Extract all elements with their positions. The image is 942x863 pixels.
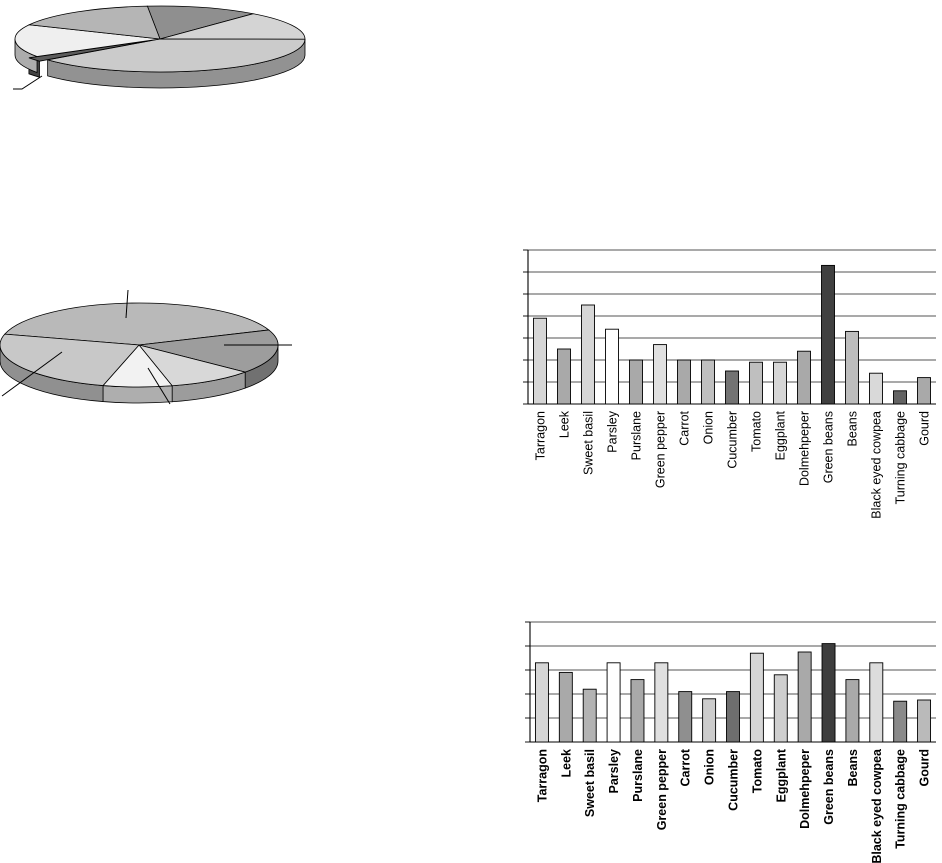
bar-tomato (749, 652, 764, 743)
pie-chart-3d-top (10, 4, 330, 104)
category-label-eggplant: Eggplant (774, 748, 788, 802)
bar-leek (557, 348, 571, 405)
category-label-leek: Leek (558, 410, 572, 438)
category-label-cucumber: Cucumber (726, 411, 740, 469)
category-label-black-eyed-cowpea: Black eyed cowpea (870, 748, 884, 863)
bar-gourd (917, 699, 932, 743)
category-label-tomato: Tomato (750, 749, 764, 794)
category-label-sweet-basil: Sweet basil (583, 749, 597, 817)
bar-gourd (917, 377, 931, 405)
leader-line-0 (13, 75, 43, 90)
category-label-parsley: Parsley (607, 749, 621, 794)
bar-green-pepper (653, 344, 667, 405)
bar-onion (702, 698, 717, 743)
bar-green-beans (821, 264, 835, 405)
bar-sweet-basil (582, 688, 597, 743)
bar-parsley (605, 328, 619, 405)
category-label-gourd: Gourd (918, 411, 932, 446)
category-label-dolmehpeper: Dolmehpeper (798, 411, 812, 486)
bar-green-beans (821, 643, 836, 743)
bar-chart-vegetables-top: Tarragon Leek Sweet basil Parsley Purslane Gr… (518, 248, 942, 536)
bar-turning-cabbage (893, 700, 908, 743)
category-label-tarragon: Tarragon (535, 749, 549, 802)
category-label-green-beans: Green beans (822, 749, 836, 825)
bar-chart-vegetables-bottom: Tarragon Leek Sweet basil Parsley Purslane Gr… (522, 620, 942, 863)
leader-line-2 (1, 351, 63, 397)
bar-dolmehpeper (797, 350, 811, 405)
pie-slice-slice-dark-right (138, 329, 279, 373)
pie-slice-slice-dark-small-exploded (28, 39, 152, 62)
category-label-parsley: Parsley (606, 410, 620, 452)
pie-slice-slice-gray-top-large (3, 302, 270, 346)
category-label-onion: Onion (702, 411, 716, 444)
bar-tarragon (534, 662, 549, 743)
bar-chart-bottom-svg: Tarragon Leek Sweet basil Parsley Purslane Gr… (525, 621, 936, 863)
category-label-black-eyed-cowpea: Black eyed cowpea (870, 411, 884, 519)
bar-cucumber (726, 691, 740, 743)
bar-tarragon (533, 317, 547, 405)
bar-beans (845, 330, 859, 405)
category-label-sweet-basil: Sweet basil (582, 411, 596, 475)
bar-carrot (678, 691, 693, 743)
category-label-purslane: Purslane (631, 749, 645, 802)
pie-chart-middle-svg (0, 289, 292, 405)
category-label-green-beans: Green beans (822, 411, 836, 483)
bar-chart-top-svg: Tarragon Leek Sweet basil Parsley Purslane Gr… (523, 249, 936, 519)
bar-black-eyed-cowpea (869, 372, 883, 405)
bar-purslane (630, 679, 645, 743)
category-label-green-pepper: Green pepper (654, 411, 668, 488)
pie-slice-slice-dark-top (146, 5, 254, 40)
category-label-purslane: Purslane (630, 411, 644, 460)
bar-black-eyed-cowpea (869, 662, 884, 743)
pie-chart-top-svg (13, 5, 306, 90)
bar-cucumber (725, 370, 739, 405)
category-label-beans: Beans (846, 749, 860, 787)
category-label-turning-cabbage: Turning cabbage (894, 411, 908, 504)
bar-onion (701, 359, 715, 405)
pie-slice-slice-light-bottom-large (47, 38, 306, 73)
bar-parsley (606, 662, 621, 743)
bar-purslane (629, 359, 643, 405)
pie-slice-slice-light-upper-right (159, 13, 306, 40)
bar-turning-cabbage (893, 390, 907, 405)
category-label-tomato: Tomato (750, 411, 764, 452)
pie-rim-slice-white-bottom (102, 385, 173, 404)
category-label-onion: Onion (703, 749, 717, 785)
category-label-turning-cabbage: Turning cabbage (894, 749, 908, 849)
category-label-cucumber: Cucumber (727, 749, 741, 811)
leader-line-0 (125, 289, 129, 319)
category-label-green-pepper: Green pepper (655, 749, 669, 830)
bar-carrot (677, 359, 691, 405)
category-label-eggplant: Eggplant (774, 410, 788, 460)
bar-leek (558, 671, 573, 743)
category-label-gourd: Gourd (918, 749, 932, 787)
bar-eggplant (773, 674, 788, 743)
pie-slice-slice-light-left (0, 333, 140, 386)
pie-slice-slice-light-lower-right (137, 344, 247, 387)
leader-line-3 (147, 367, 171, 405)
pie-slice-slice-gray-upper-left (27, 5, 161, 40)
bar-sweet-basil (581, 304, 595, 405)
bar-green-pepper (654, 662, 669, 743)
pie-slice-slice-white-left (14, 24, 161, 57)
category-label-tarragon: Tarragon (534, 411, 548, 460)
bar-tomato (749, 361, 763, 405)
bar-eggplant (773, 361, 787, 405)
category-label-carrot: Carrot (678, 410, 692, 445)
category-label-dolmehpeper: Dolmehpeper (798, 749, 812, 829)
bar-beans (845, 679, 860, 743)
category-label-carrot: Carrot (679, 748, 693, 786)
category-label-beans: Beans (846, 411, 860, 446)
category-label-leek: Leek (559, 749, 573, 778)
bar-dolmehpeper (797, 651, 812, 743)
pie-chart-3d-middle (0, 288, 300, 418)
